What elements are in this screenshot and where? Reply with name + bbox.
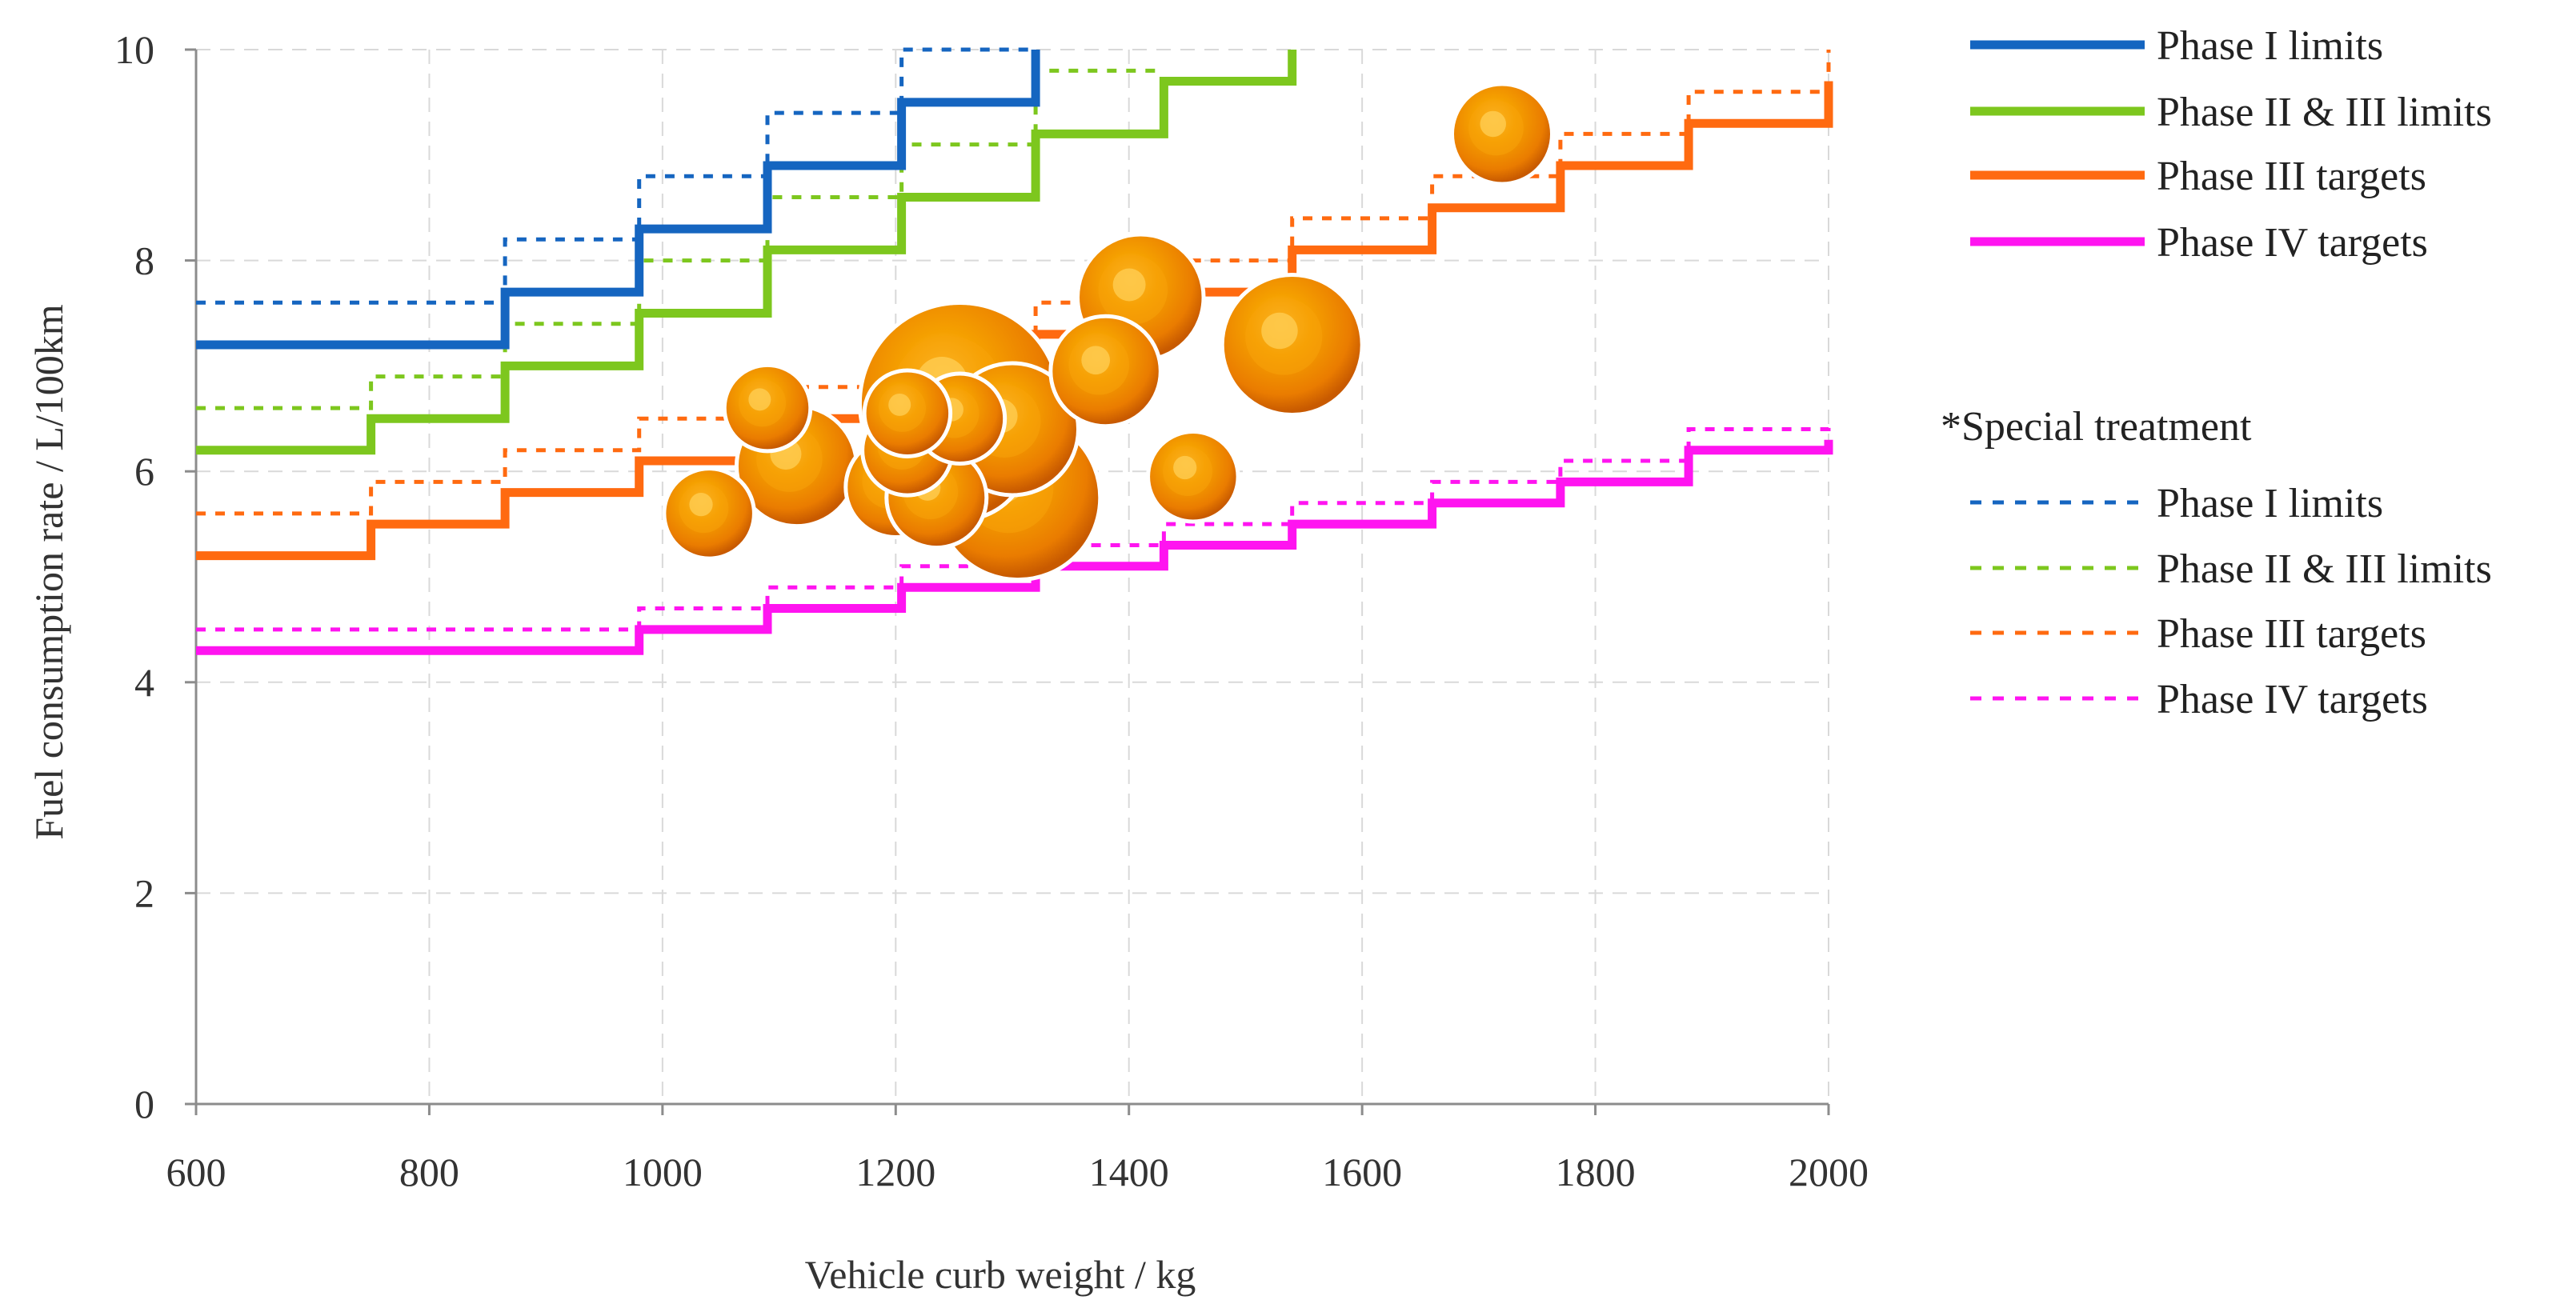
bubble-highlight bbox=[1480, 110, 1506, 138]
bubbles bbox=[662, 82, 1554, 582]
x-tick-label: 1000 bbox=[623, 1150, 703, 1194]
bubble bbox=[862, 368, 953, 458]
legend-special-heading: *Special treatment bbox=[1941, 404, 2252, 450]
y-tick-labels: 0 2 4 6 8 10 bbox=[114, 27, 154, 1126]
legend-label-special-phase4: Phase IV targets bbox=[2157, 677, 2428, 722]
series-lines bbox=[196, 47, 1833, 655]
y-tick-label: 8 bbox=[134, 238, 154, 283]
bubble-highlight bbox=[1173, 455, 1197, 480]
axes bbox=[185, 48, 1830, 1115]
bubble bbox=[662, 466, 756, 561]
series-line-phase-i-limits bbox=[196, 50, 1040, 350]
y-tick-label: 0 bbox=[134, 1082, 154, 1126]
bubble-highlight bbox=[888, 393, 911, 416]
legend: Phase I limits Phase II & III limits Pha… bbox=[1941, 23, 2492, 722]
y-tick-label: 4 bbox=[134, 660, 154, 705]
legend-label-phase4: Phase IV targets bbox=[2157, 220, 2428, 266]
bubble-highlight bbox=[689, 493, 713, 517]
legend-main: Phase I limits Phase II & III limits Pha… bbox=[1970, 23, 2492, 266]
series-line-special-phase-iii-targets bbox=[196, 50, 1831, 516]
x-axis-title: Vehicle curb weight / kg bbox=[805, 1252, 1196, 1297]
legend-label-phase3: Phase III targets bbox=[2157, 154, 2426, 199]
y-tick-label: 10 bbox=[114, 27, 154, 72]
legend-label-phase1: Phase I limits bbox=[2157, 23, 2383, 69]
x-tick-label: 800 bbox=[399, 1150, 459, 1194]
bubble bbox=[1048, 314, 1163, 429]
series-line-special-phase-ii-iii-limits bbox=[196, 68, 1164, 410]
y-axis-title: Fuel consumption rate / L/100km bbox=[26, 304, 71, 839]
legend-label-special-phase3: Phase III targets bbox=[2157, 611, 2426, 657]
bubble-highlight bbox=[1081, 346, 1111, 375]
bubble-highlight bbox=[748, 388, 771, 411]
legend-label-special-phase23: Phase II & III limits bbox=[2157, 546, 2492, 592]
bubble-highlight bbox=[1112, 268, 1146, 302]
series-line-phase-ii-iii-limits bbox=[196, 50, 1297, 455]
y-tick-label: 6 bbox=[134, 449, 154, 494]
series-line-special-phase-iv-targets bbox=[196, 418, 1831, 632]
x-tick-label: 1800 bbox=[1556, 1150, 1636, 1194]
legend-label-phase23: Phase II & III limits bbox=[2157, 90, 2492, 135]
y-tick-label: 2 bbox=[134, 870, 154, 915]
bubble bbox=[722, 362, 813, 454]
bubble bbox=[1220, 273, 1364, 418]
bubble bbox=[1146, 430, 1240, 524]
series-line-special-phase-i-limits bbox=[196, 47, 1036, 305]
legend-label-special-phase1: Phase I limits bbox=[2157, 481, 2383, 526]
legend-special: Phase I limits Phase II & III limits Pha… bbox=[1970, 481, 2492, 722]
x-tick-label: 1200 bbox=[855, 1150, 935, 1194]
bubble-highlight bbox=[1261, 312, 1298, 350]
bubble bbox=[1450, 82, 1554, 186]
x-tick-labels: 600 800 1000 1200 1400 1600 1800 2000 bbox=[166, 1150, 1869, 1194]
x-tick-label: 2000 bbox=[1789, 1150, 1869, 1194]
x-tick-label: 1600 bbox=[1322, 1150, 1402, 1194]
series-line-phase-iii-targets bbox=[196, 81, 1833, 561]
x-tick-label: 1400 bbox=[1089, 1150, 1169, 1194]
x-tick-label: 600 bbox=[166, 1150, 226, 1194]
series-line-phase-iv-targets bbox=[196, 439, 1833, 655]
